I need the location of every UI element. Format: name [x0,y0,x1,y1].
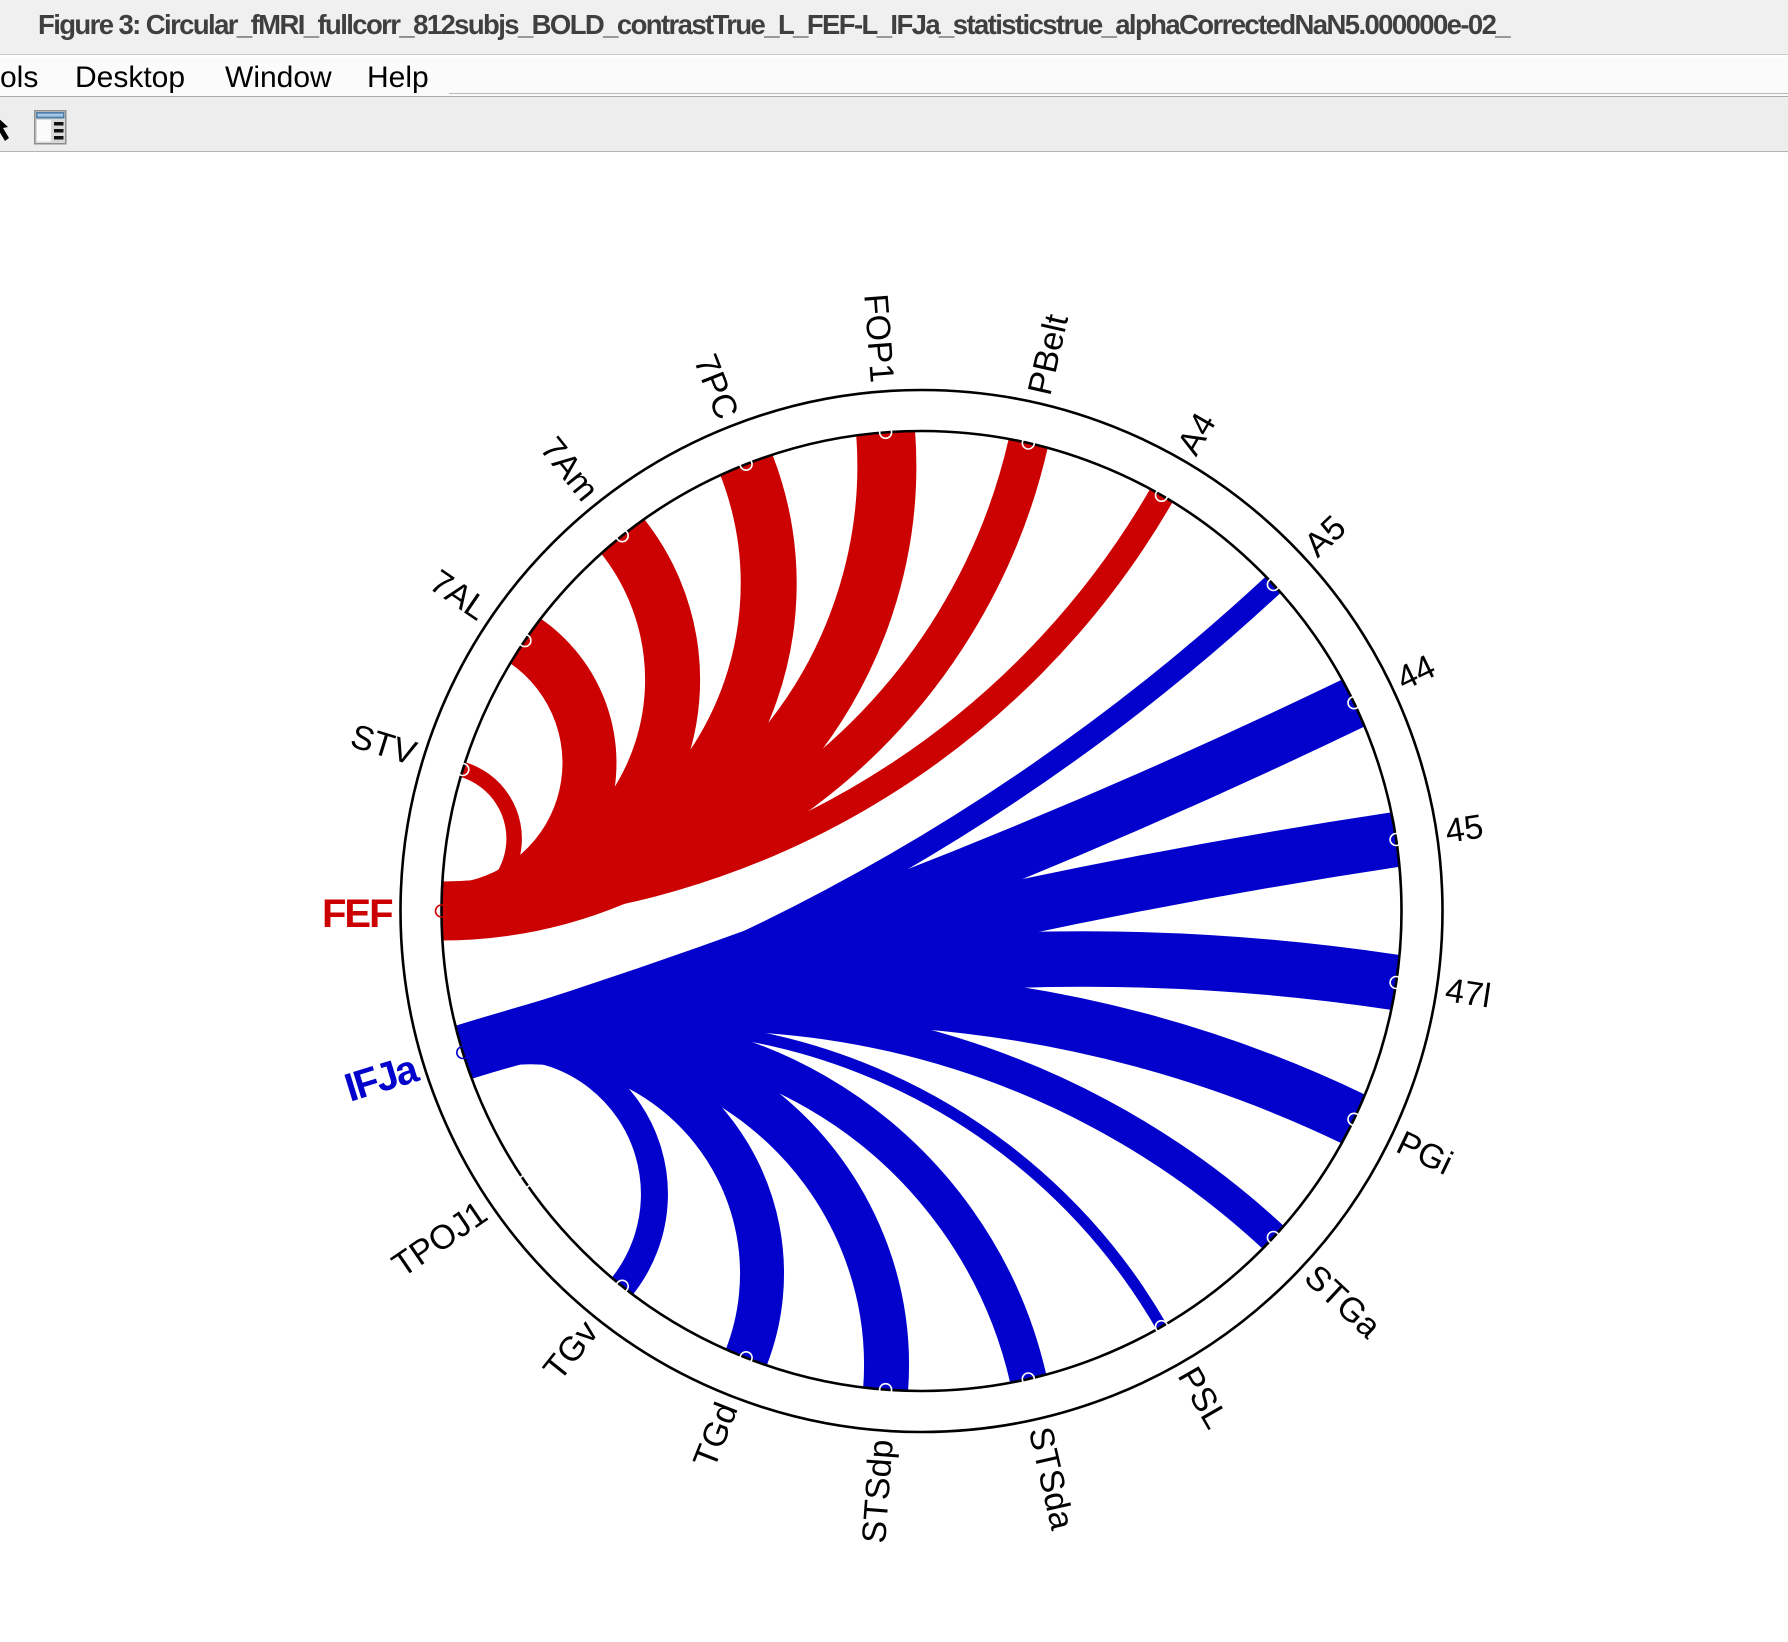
svg-text:PSL: PSL [1170,1361,1235,1436]
svg-text:A5: A5 [1297,508,1353,564]
svg-text:44: 44 [1391,647,1442,698]
svg-text:FEF: FEF [322,892,392,936]
svg-text:IFJa: IFJa [340,1046,424,1110]
svg-text:STGa: STGa [1297,1258,1388,1346]
svg-text:FOP1: FOP1 [856,293,901,384]
svg-text:45: 45 [1443,808,1486,851]
svg-text:7AL: 7AL [423,563,494,628]
svg-text:TPOJ1: TPOJ1 [385,1194,494,1285]
svg-text:TGv: TGv [536,1314,606,1388]
svg-text:PBelt: PBelt [1021,310,1076,398]
svg-text:47l: 47l [1443,971,1494,1015]
svg-text:A4: A4 [1170,406,1224,461]
svg-text:TGd: TGd [686,1397,746,1472]
svg-text:PGi: PGi [1391,1124,1459,1183]
svg-text:7Am: 7Am [533,430,606,508]
svg-text:7PC: 7PC [686,349,746,424]
svg-text:STSdp: STSdp [855,1438,901,1545]
svg-text:STSda: STSda [1021,1423,1081,1533]
svg-text:STV: STV [346,717,421,773]
